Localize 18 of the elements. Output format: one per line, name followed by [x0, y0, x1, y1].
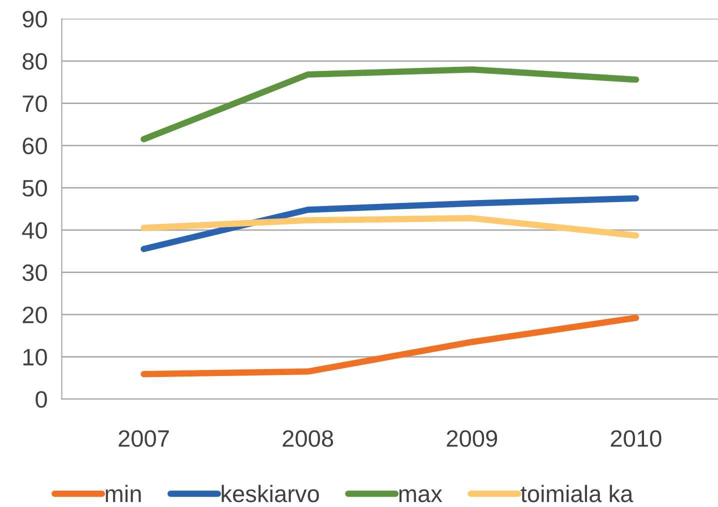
x-tick-label: 2010 [610, 430, 662, 447]
y-tick-label: 0 [36, 391, 47, 408]
y-tick-label: 80 [22, 53, 47, 70]
y-tick-label: 90 [22, 10, 47, 28]
y-tick-label: 10 [23, 348, 47, 366]
y-tick-label: 30 [22, 264, 47, 282]
y-tick-label: 50 [22, 180, 47, 197]
legend-label: max [399, 489, 442, 502]
legend-label: keskiarvo [222, 484, 319, 502]
y-tick-label: 40 [22, 222, 47, 239]
y-tick-label: 70 [22, 95, 47, 112]
x-tick-label: 2008 [282, 430, 334, 447]
y-tick-label: 20 [22, 306, 47, 324]
x-tick-label: 2007 [118, 430, 169, 447]
legend-label: min [106, 484, 141, 502]
y-tick-label: 60 [22, 138, 47, 154]
x-tick-label: 2009 [446, 430, 498, 447]
legend-label: toimiala ka [520, 484, 634, 502]
